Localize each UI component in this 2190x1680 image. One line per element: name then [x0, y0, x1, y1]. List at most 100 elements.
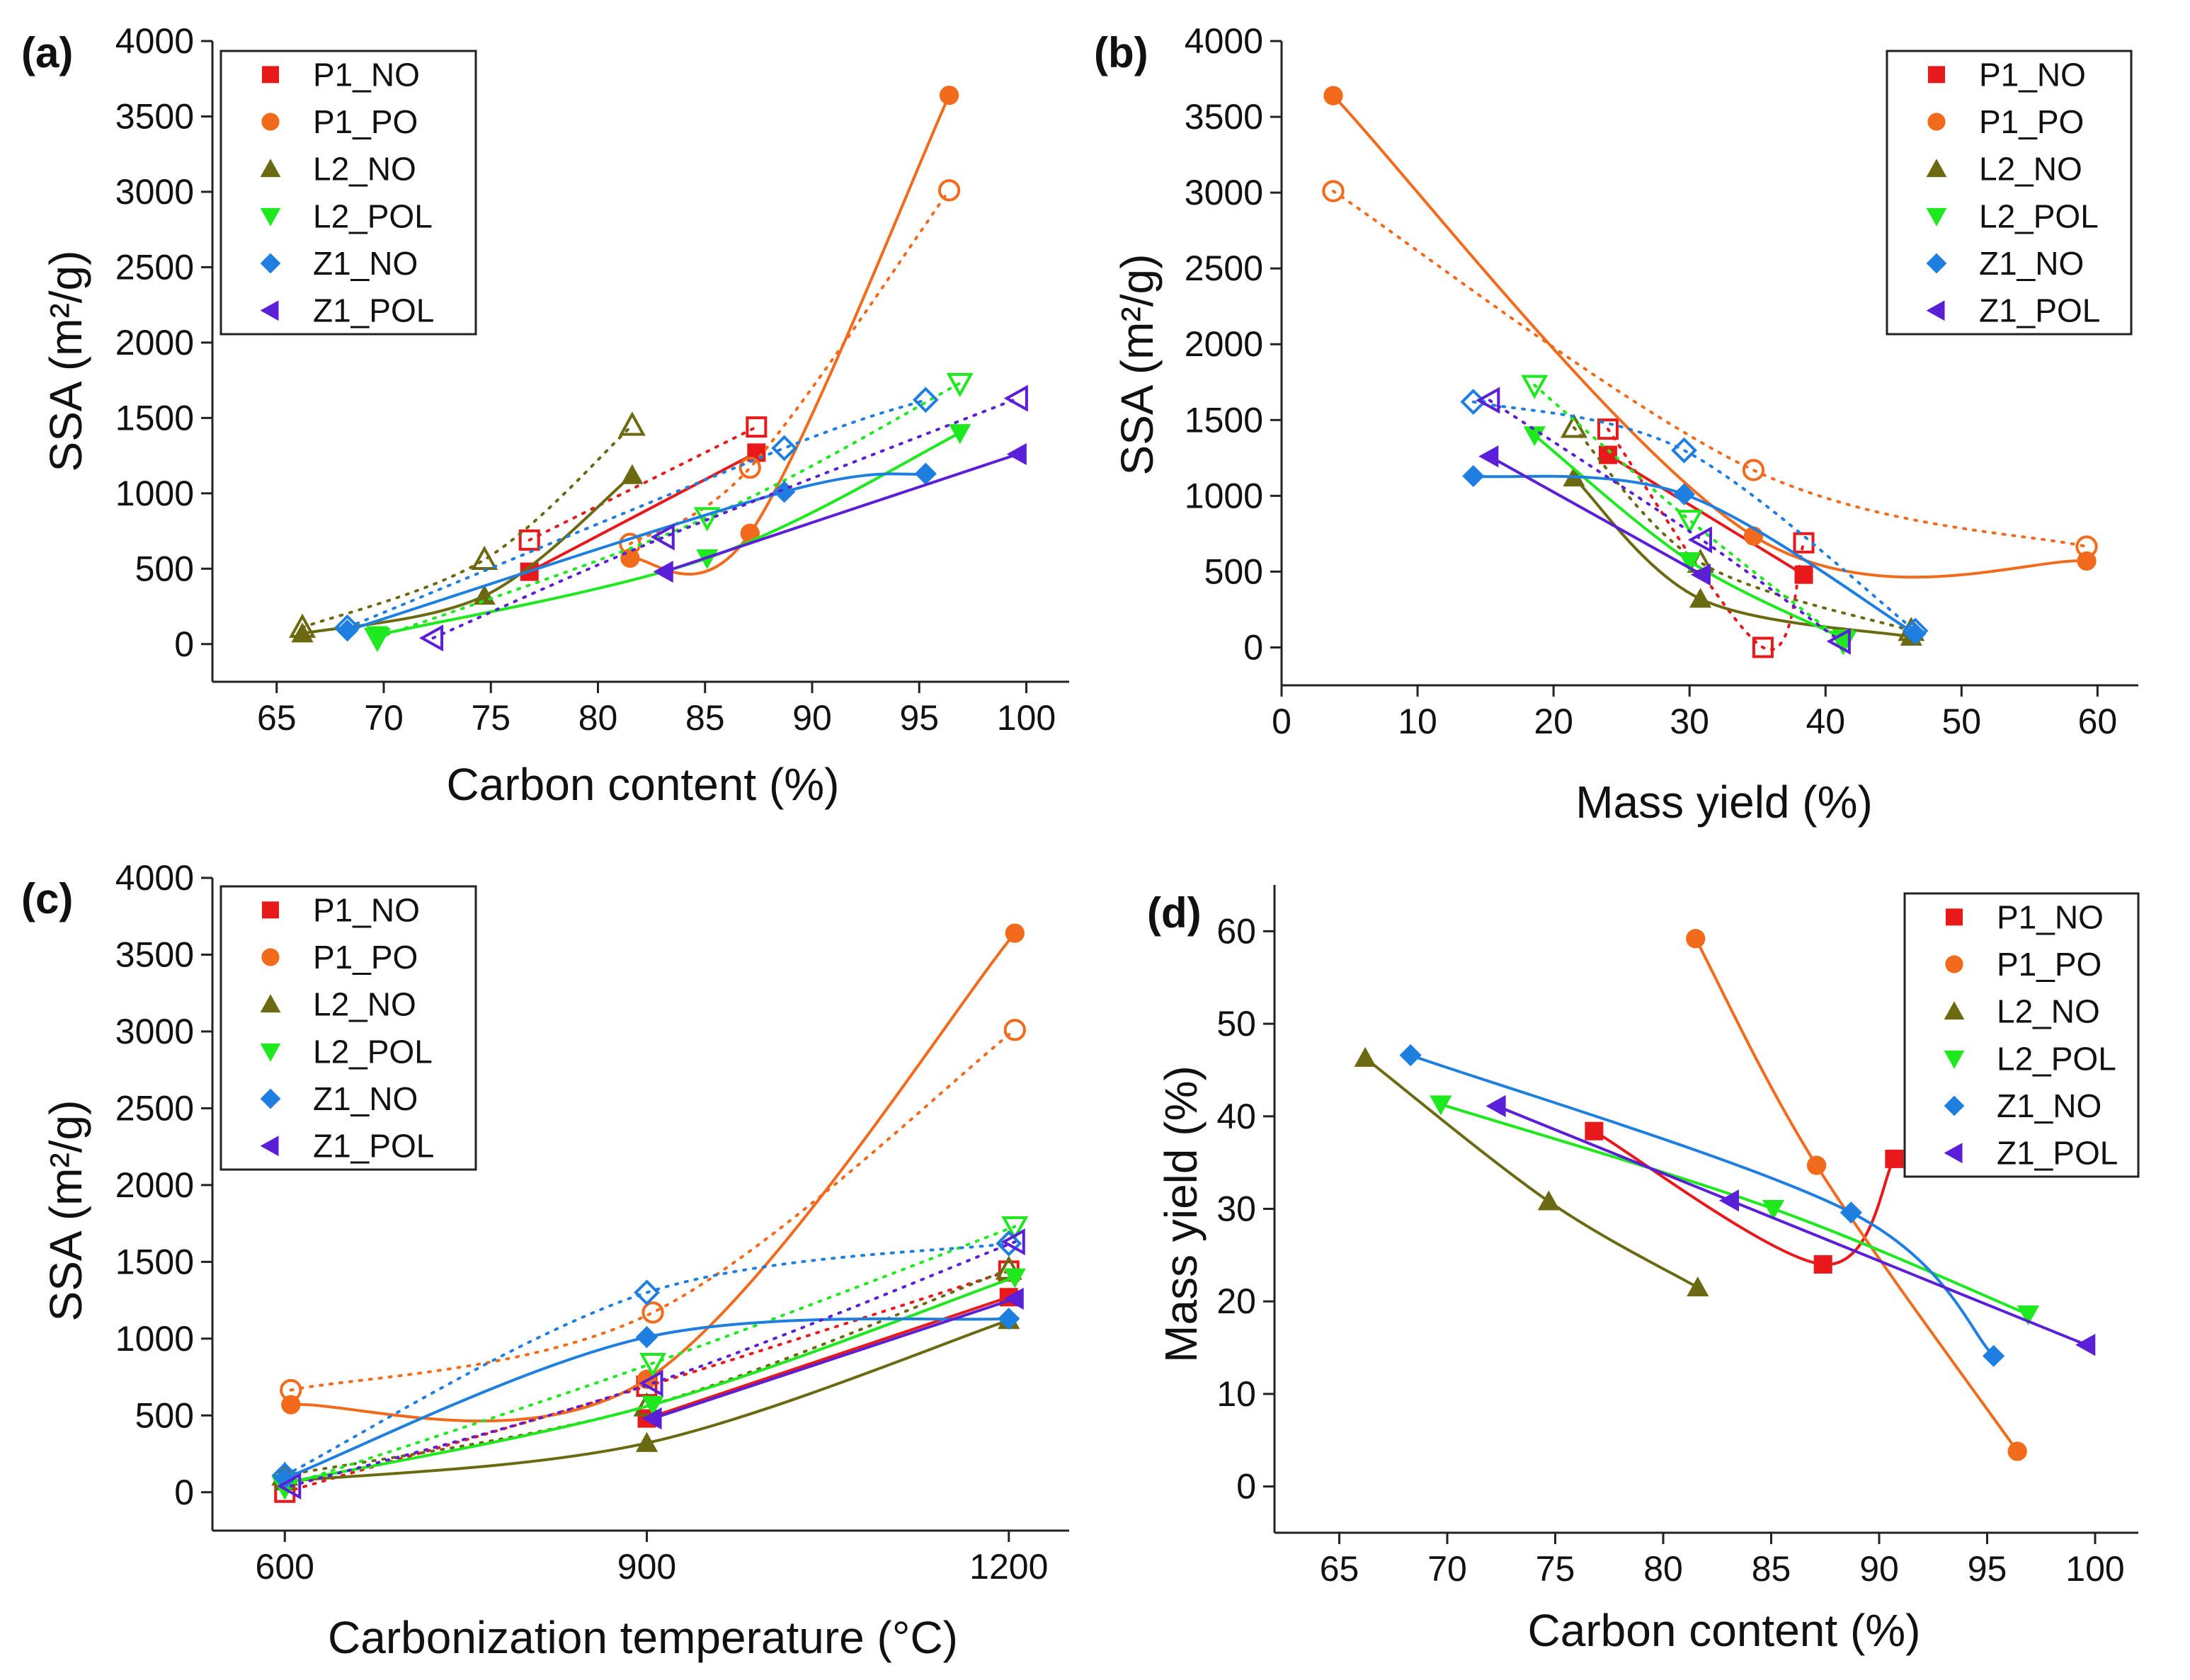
data-point-L2_POL-open [1001, 1216, 1029, 1241]
panel-b-x-tick-label: 50 [1942, 702, 1982, 741]
series-L2_POL-dotted-trend [375, 382, 962, 640]
series-L2_POL-dotted-trend [283, 1225, 1017, 1488]
panel-b-y-tick-label: 2500 [1185, 248, 1263, 288]
panel-d-legend: P1_NO P1_PO L2_NO L2_POL Z1_NO Z1_POL [1903, 892, 2140, 1178]
panel-c-label: (c) [21, 875, 73, 922]
panel-a-label: (a) [21, 29, 73, 76]
data-point-L2_POL [1003, 1268, 1026, 1288]
panel-b-y-tick-label: 1000 [1185, 476, 1263, 515]
data-point-P1_PO-open [1322, 180, 1345, 202]
panel-d-y-tick-label: 60 [1216, 911, 1256, 951]
legend-label-Z1_NO: Z1_NO [313, 1080, 418, 1117]
panel-d-y-tick-label: 0 [1236, 1467, 1256, 1507]
panel-c-x-tick-label: 900 [617, 1547, 676, 1587]
panel-d-x-tick-label: 90 [1859, 1549, 1899, 1589]
data-point-P1_NO-open [746, 416, 768, 438]
legend-marker-Z1_NO [260, 253, 281, 274]
data-point-P1_PO [2077, 551, 2097, 571]
panel-d: (d) Carbon content (%) Mass yield (%) 65… [1147, 885, 2140, 1656]
panel-d-y-tick-label: 40 [1216, 1097, 1256, 1136]
panel-a: (a) Carbon content (%) SSA (m²/g) 65 70 75… [21, 21, 1069, 810]
series-P1_NO-dotted-trend [1607, 428, 1806, 651]
panel-d-x-axis-title: Carbon content (%) [1528, 1605, 1921, 1656]
panel-a-y-tick-label: 0 [174, 624, 194, 664]
panel-c-y-tick-label: 2500 [115, 1088, 194, 1128]
data-point-P1_NO-open [518, 529, 540, 551]
data-point-L2_POL-open [1521, 375, 1549, 399]
series-L2_POL-dotted-trend [1533, 384, 1845, 643]
panel-a-y-tick-label: 1000 [115, 474, 194, 513]
panel-a-x-tick-label: 70 [364, 698, 404, 738]
panel-b-label: (b) [1094, 29, 1148, 76]
data-point-Z1_NO-open [996, 1230, 1022, 1257]
panel-c-y-tick-label: 0 [174, 1473, 194, 1512]
legend-label-L2_NO: L2_NO [1997, 993, 2100, 1030]
panel-c: (c) Carbonization temperature (°C) SSA (… [21, 858, 1069, 1663]
data-point-Z1_NO [1840, 1201, 1862, 1224]
panel-b-x-tick-label: 40 [1806, 702, 1845, 741]
data-point-P1_PO [1323, 86, 1343, 105]
data-point-P1_PO-open [1742, 459, 1765, 481]
panel-a-legend: P1_NO P1_PO L2_NO L2_POL Z1_NO Z1_POL [219, 50, 477, 336]
series-P1_NO-solid-trend [646, 1296, 1010, 1420]
panel-b-x-tick-label: 30 [1670, 702, 1709, 741]
data-point-P1_NO [1813, 1255, 1832, 1274]
series-Z1_POL-dotted-trend [289, 1240, 1017, 1488]
legend-label-P1_PO: P1_PO [1997, 946, 2101, 983]
panel-b-y-tick-label: 500 [1204, 552, 1263, 591]
legend-marker-P1_NO [1946, 908, 1963, 926]
data-point-Z1_NO [1399, 1044, 1422, 1067]
data-point-L2_NO [291, 622, 314, 643]
panel-a-x-tick-label: 80 [578, 698, 618, 738]
series-Z1_NO-dotted-trend [283, 1242, 1010, 1477]
panel-a-x-tick-label: 100 [997, 698, 1056, 738]
data-point-Z1_NO [1904, 622, 1927, 645]
series-Z1_NO-solid-trend [346, 472, 926, 632]
series-Z1_POL-solid-trend [1488, 455, 1703, 576]
data-point-P1_PO-open [738, 456, 761, 479]
data-point-Z1_POL [1485, 1095, 1506, 1118]
data-point-P1_PO [1005, 923, 1025, 943]
panel-c-legend-box [219, 885, 477, 1171]
panel-d-x-tick-label: 100 [2065, 1549, 2124, 1589]
panel-a-x-tick-label: 95 [899, 698, 939, 738]
data-point-P1_PO [281, 1395, 301, 1415]
data-point-Z1_NO-open [1671, 437, 1697, 464]
panel-c-y-tick-label: 4000 [115, 858, 194, 898]
legend-marker-Z1_POL [1926, 300, 1945, 321]
legend-marker-L2_NO [1926, 159, 1947, 178]
data-point-Z1_POL-open [1000, 1228, 1025, 1256]
panel-a-y-tick-label: 500 [135, 549, 194, 588]
legend-marker-Z1_NO [1944, 1095, 1965, 1116]
data-point-L2_NO [1687, 1276, 1709, 1297]
legend-marker-L2_NO [260, 994, 281, 1013]
legend-marker-P1_NO [262, 901, 279, 919]
legend-label-L2_POL: L2_POL [313, 1033, 433, 1070]
legend-label-P1_NO: P1_NO [1997, 898, 2104, 935]
data-point-P1_NO-open [1752, 636, 1774, 658]
data-point-L2_NO [1354, 1046, 1376, 1067]
panel-c-y-tick-label: 500 [135, 1395, 194, 1435]
panel-a-x-tick-label: 85 [685, 698, 725, 738]
data-point-Z1_NO [998, 1308, 1020, 1330]
panel-d-label: (d) [1147, 889, 1202, 937]
legend-label-P1_NO: P1_NO [313, 891, 420, 928]
data-point-Z1_POL [653, 560, 673, 583]
data-point-L2_NO-open [471, 545, 498, 570]
legend-label-Z1_NO: Z1_NO [1979, 245, 2084, 282]
data-point-P1_NO-open [1597, 418, 1619, 440]
legend-marker-L2_POL [1926, 207, 1947, 227]
data-point-Z1_NO [1462, 464, 1485, 488]
legend-marker-P1_PO [1927, 113, 1946, 131]
series-P1_PO-dotted-trend [1332, 190, 2088, 549]
data-point-Z1_NO [1983, 1344, 2005, 1367]
legend-label-Z1_POL: Z1_POL [313, 1128, 434, 1165]
panel-b-y-tick-label: 3000 [1185, 173, 1263, 212]
panel-b-legend: P1_NO P1_PO L2_NO L2_POL Z1_NO Z1_POL [1886, 50, 2133, 336]
data-point-L2_POL-open [693, 507, 721, 532]
data-point-P1_PO [939, 86, 959, 105]
legend-marker-Z1_POL [1944, 1143, 1963, 1164]
legend-marker-L2_POL [260, 1043, 281, 1062]
data-point-L2_NO [621, 464, 644, 484]
data-point-Z1_POL-open [277, 1473, 302, 1500]
